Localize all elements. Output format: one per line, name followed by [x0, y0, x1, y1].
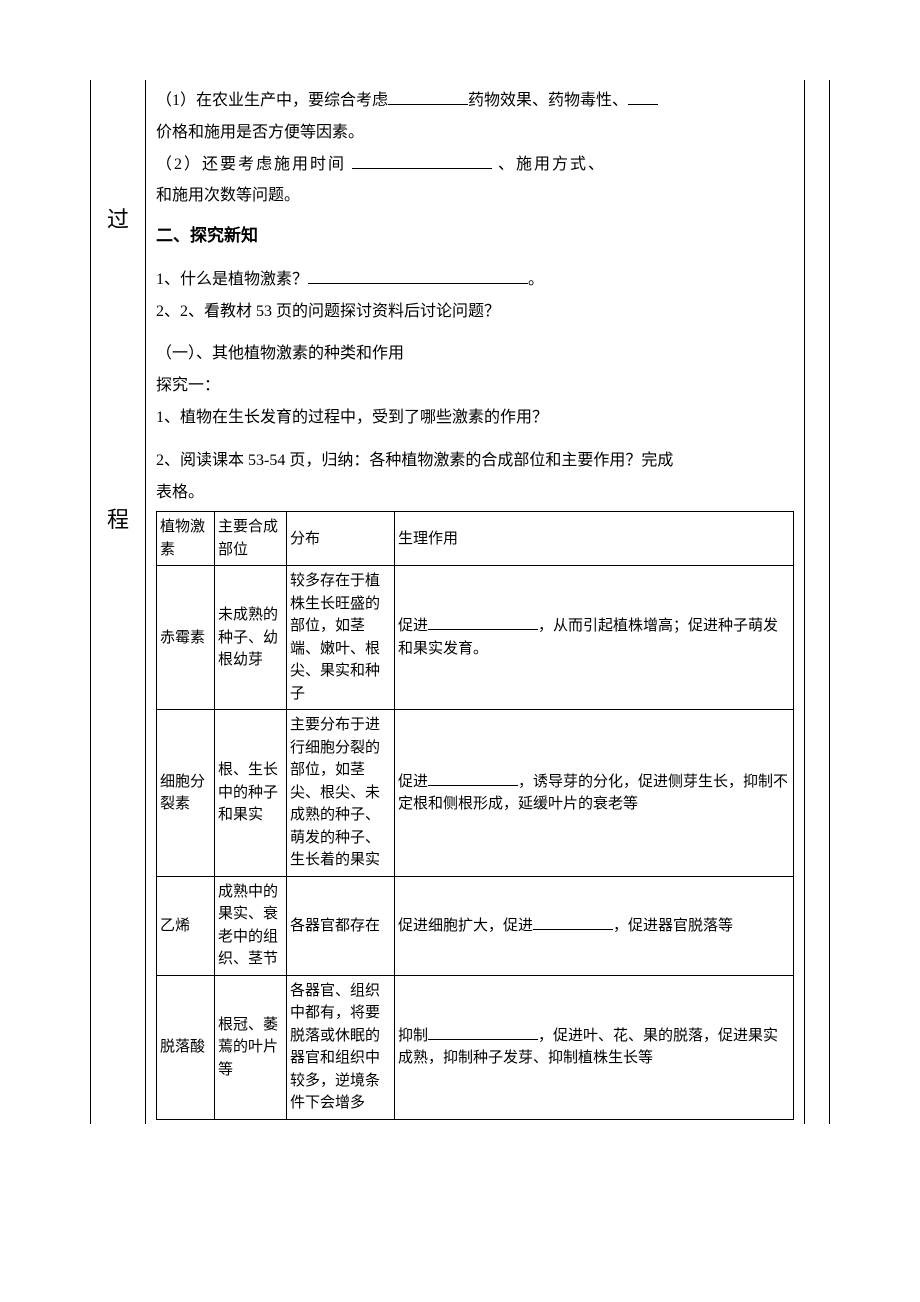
sub1-q2a: 2、阅读课本 53-54 页，归纳：各种植物激素的合成部位和主要作用？完成	[156, 447, 794, 476]
th-site: 主要合成部位	[215, 512, 287, 566]
cell-site-2: 成熟中的果实、衰老中的组织、茎节	[215, 876, 287, 975]
q1-label: 1、什么是植物激素？	[156, 271, 308, 288]
left-label-column: 过 程	[91, 80, 146, 1124]
content-column: （1）在农业生产中，要综合考虑药物效果、药物毒性、 价格和施用是否方便等因素。 …	[146, 80, 805, 1124]
left-char-1: 过	[99, 200, 137, 240]
func-2b: ，促进器官脱落等	[613, 918, 733, 934]
blank-func-2	[533, 915, 613, 930]
sub1-title: （一）、其他植物激素的种类和作用	[156, 340, 794, 369]
intro-1a: （1）在农业生产中，要综合考虑	[156, 92, 388, 109]
cell-site-3: 根冠、萎蔫的叶片等	[215, 975, 287, 1119]
cell-dist-3: 各器官、组织中都有，将要脱落或休眠的器官和组织中较多，逆境条件下会增多	[287, 975, 395, 1119]
hormone-table: 植物激素 主要合成部位 分布 生理作用 赤霉素 未成熟的种子、幼根幼芽 较多存在…	[156, 511, 794, 1120]
cell-name-0: 赤霉素	[157, 566, 215, 710]
func-3a: 抑制	[398, 1028, 428, 1044]
intro-line-2c: 和施用次数等问题。	[156, 182, 794, 211]
cell-site-1: 根、生长中的种子和果实	[215, 710, 287, 877]
sub1-explore: 探究一：	[156, 372, 794, 401]
blank-1	[388, 89, 468, 105]
cell-dist-1: 主要分布于进行细胞分裂的部位，如茎尖、根尖、未成熟的种子、萌发的种子、生长着的果…	[287, 710, 395, 877]
blank-1b	[628, 89, 658, 105]
sub1-q2b: 表格。	[156, 479, 794, 508]
page-outer-table: 过 程 （1）在农业生产中，要综合考虑 药物效果、药物毒性、 价格和施用是否方便等…	[90, 80, 830, 1124]
cell-name-1: 细胞分裂素	[157, 710, 215, 877]
q2-line: 2、2、看教材 53 页的问题探讨资料后讨论问题？	[156, 298, 794, 327]
blank-func-0	[428, 615, 538, 630]
th-distribution: 分布	[287, 512, 395, 566]
cell-name-3: 脱落酸	[157, 975, 215, 1119]
table-row: 赤霉素 未成熟的种子、幼根幼芽 较多存在于植株生长旺盛的部位，如茎端、嫩叶、根尖…	[157, 566, 794, 710]
intro-line-1: （1）在农业生产中，要综合考虑 药物效果、药物毒性、	[156, 87, 794, 116]
th-hormone: 植物激素	[157, 512, 215, 566]
cell-dist-0: 较多存在于植株生长旺盛的部位，如茎端、嫩叶、根尖、果实和种子	[287, 566, 395, 710]
intro-2a: （2）还要考虑施用时间	[156, 156, 346, 173]
blank-q1	[308, 268, 528, 284]
cell-name-2: 乙烯	[157, 876, 215, 975]
intro-line-2: （2）还要考虑施用时间 、施用方式、	[156, 151, 794, 180]
func-1a: 促进	[398, 774, 428, 790]
cell-dist-2: 各器官都存在	[287, 876, 395, 975]
section-title: 二、探究新知	[156, 221, 794, 252]
cell-site-0: 未成熟的种子、幼根幼芽	[215, 566, 287, 710]
intro-2b: 、施用方式、	[498, 156, 606, 173]
blank-2	[352, 153, 492, 169]
left-char-2: 程	[99, 500, 137, 540]
table-row: 细胞分裂素 根、生长中的种子和果实 主要分布于进行细胞分裂的部位，如茎尖、根尖、…	[157, 710, 794, 877]
func-2a: 促进细胞扩大，促进	[398, 918, 533, 934]
cell-func-1: 促进，诱导芽的分化，促进侧芽生长，抑制不定根和侧根形成，延缓叶片的衰老等	[395, 710, 794, 877]
intro-1b: 药物效果、药物毒性、	[468, 92, 628, 109]
cell-func-2: 促进细胞扩大，促进 ，促进器官脱落等	[395, 876, 794, 975]
blank-func-3	[428, 1025, 538, 1040]
func-0a: 促进	[398, 618, 428, 634]
cell-func-3: 抑制，促进叶、花、果的脱落，促进果实成熟，抑制种子发芽、抑制植株生长等	[395, 975, 794, 1119]
sub1-q1: 1、植物在生长发育的过程中，受到了哪些激素的作用？	[156, 404, 794, 433]
th-function: 生理作用	[395, 512, 794, 566]
blank-func-1	[428, 771, 518, 786]
table-row: 脱落酸 根冠、萎蔫的叶片等 各器官、组织中都有，将要脱落或休眠的器官和组织中较多…	[157, 975, 794, 1119]
cell-func-0: 促进，从而引起植株增高；促进种子萌发和果实发育。	[395, 566, 794, 710]
right-narrow-column	[805, 80, 830, 1124]
table-header-row: 植物激素 主要合成部位 分布 生理作用	[157, 512, 794, 566]
q1-end: 。	[528, 271, 544, 288]
table-row: 乙烯 成熟中的果实、衰老中的组织、茎节 各器官都存在 促进细胞扩大，促进 ，促进器…	[157, 876, 794, 975]
intro-line-1c: 价格和施用是否方便等因素。	[156, 119, 794, 148]
q1-line: 1、什么是植物激素？ 。	[156, 266, 794, 295]
